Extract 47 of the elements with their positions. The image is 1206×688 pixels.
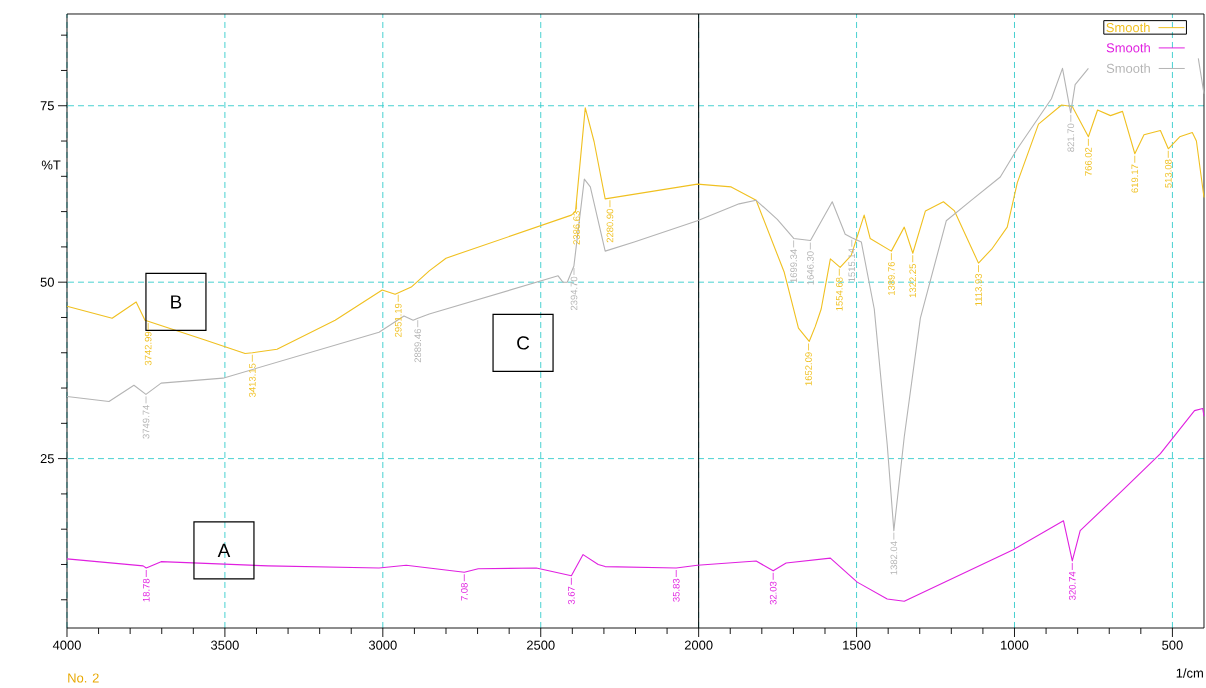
y-tick-label: 75 [40,101,54,111]
legend-label: Smooth [1106,42,1150,53]
annotation: 513.08 [1164,159,1172,188]
x-tick-label: 3500 [211,640,239,650]
annotation: 1113.93 [975,273,982,306]
annotation: 766.02 [1085,147,1092,176]
annotation: A [217,543,231,557]
annotation: 1515.14 [848,248,856,282]
x-tick-label: 1500 [843,640,871,650]
x-tick-label: 2000 [684,640,713,650]
legend-label: Smooth [1106,22,1150,33]
legend-label: Smooth [1106,63,1150,73]
annotation: B [171,295,182,309]
annotation: 3742.99 [144,331,152,366]
annotation: 1322.25 [909,264,917,298]
annotation: 1699.34 [790,249,797,283]
y-axis-title: %T [41,160,61,170]
x-tick-label: 3000 [368,640,397,650]
annotation: 18.78 [142,578,150,602]
annotation: 3749.74 [142,405,150,439]
annotation: 1646.30 [807,251,814,285]
annotation: 2951.19 [394,303,402,337]
x-axis-title: 1/cm [1176,668,1203,678]
annotation: 7.08 [460,583,468,601]
annotation: 821.70 [1067,123,1075,152]
annotation: 320.74 [1068,571,1076,600]
annotation: 3.67 [568,586,575,605]
y-tick-label: 25 [40,454,54,464]
annotation: C [517,336,530,350]
x-tick-label: 4000 [52,640,81,650]
annotation: 1389.76 [888,261,895,296]
annotation: 1382.04 [890,541,898,575]
y-tick-label: 50 [40,277,54,287]
annotation: 32.03 [769,581,777,605]
annotation: 1652.09 [805,352,812,386]
annotation: 2280.90 [606,208,614,243]
annotation: 1554.68 [835,277,843,311]
x-tick-label: 500 [1162,640,1183,650]
annotation: 3413.15 [248,363,256,398]
annotation: 619.17 [1131,164,1139,193]
annotation: 2394.70 [570,276,578,311]
x-tick-label: 1000 [1001,640,1029,650]
text: No. 2 [68,673,99,683]
annotation: 2889.46 [414,329,422,363]
x-tick-label: 2500 [526,640,555,650]
annotation: 35.83 [672,578,680,602]
annotation: 2386.63 [573,211,580,245]
